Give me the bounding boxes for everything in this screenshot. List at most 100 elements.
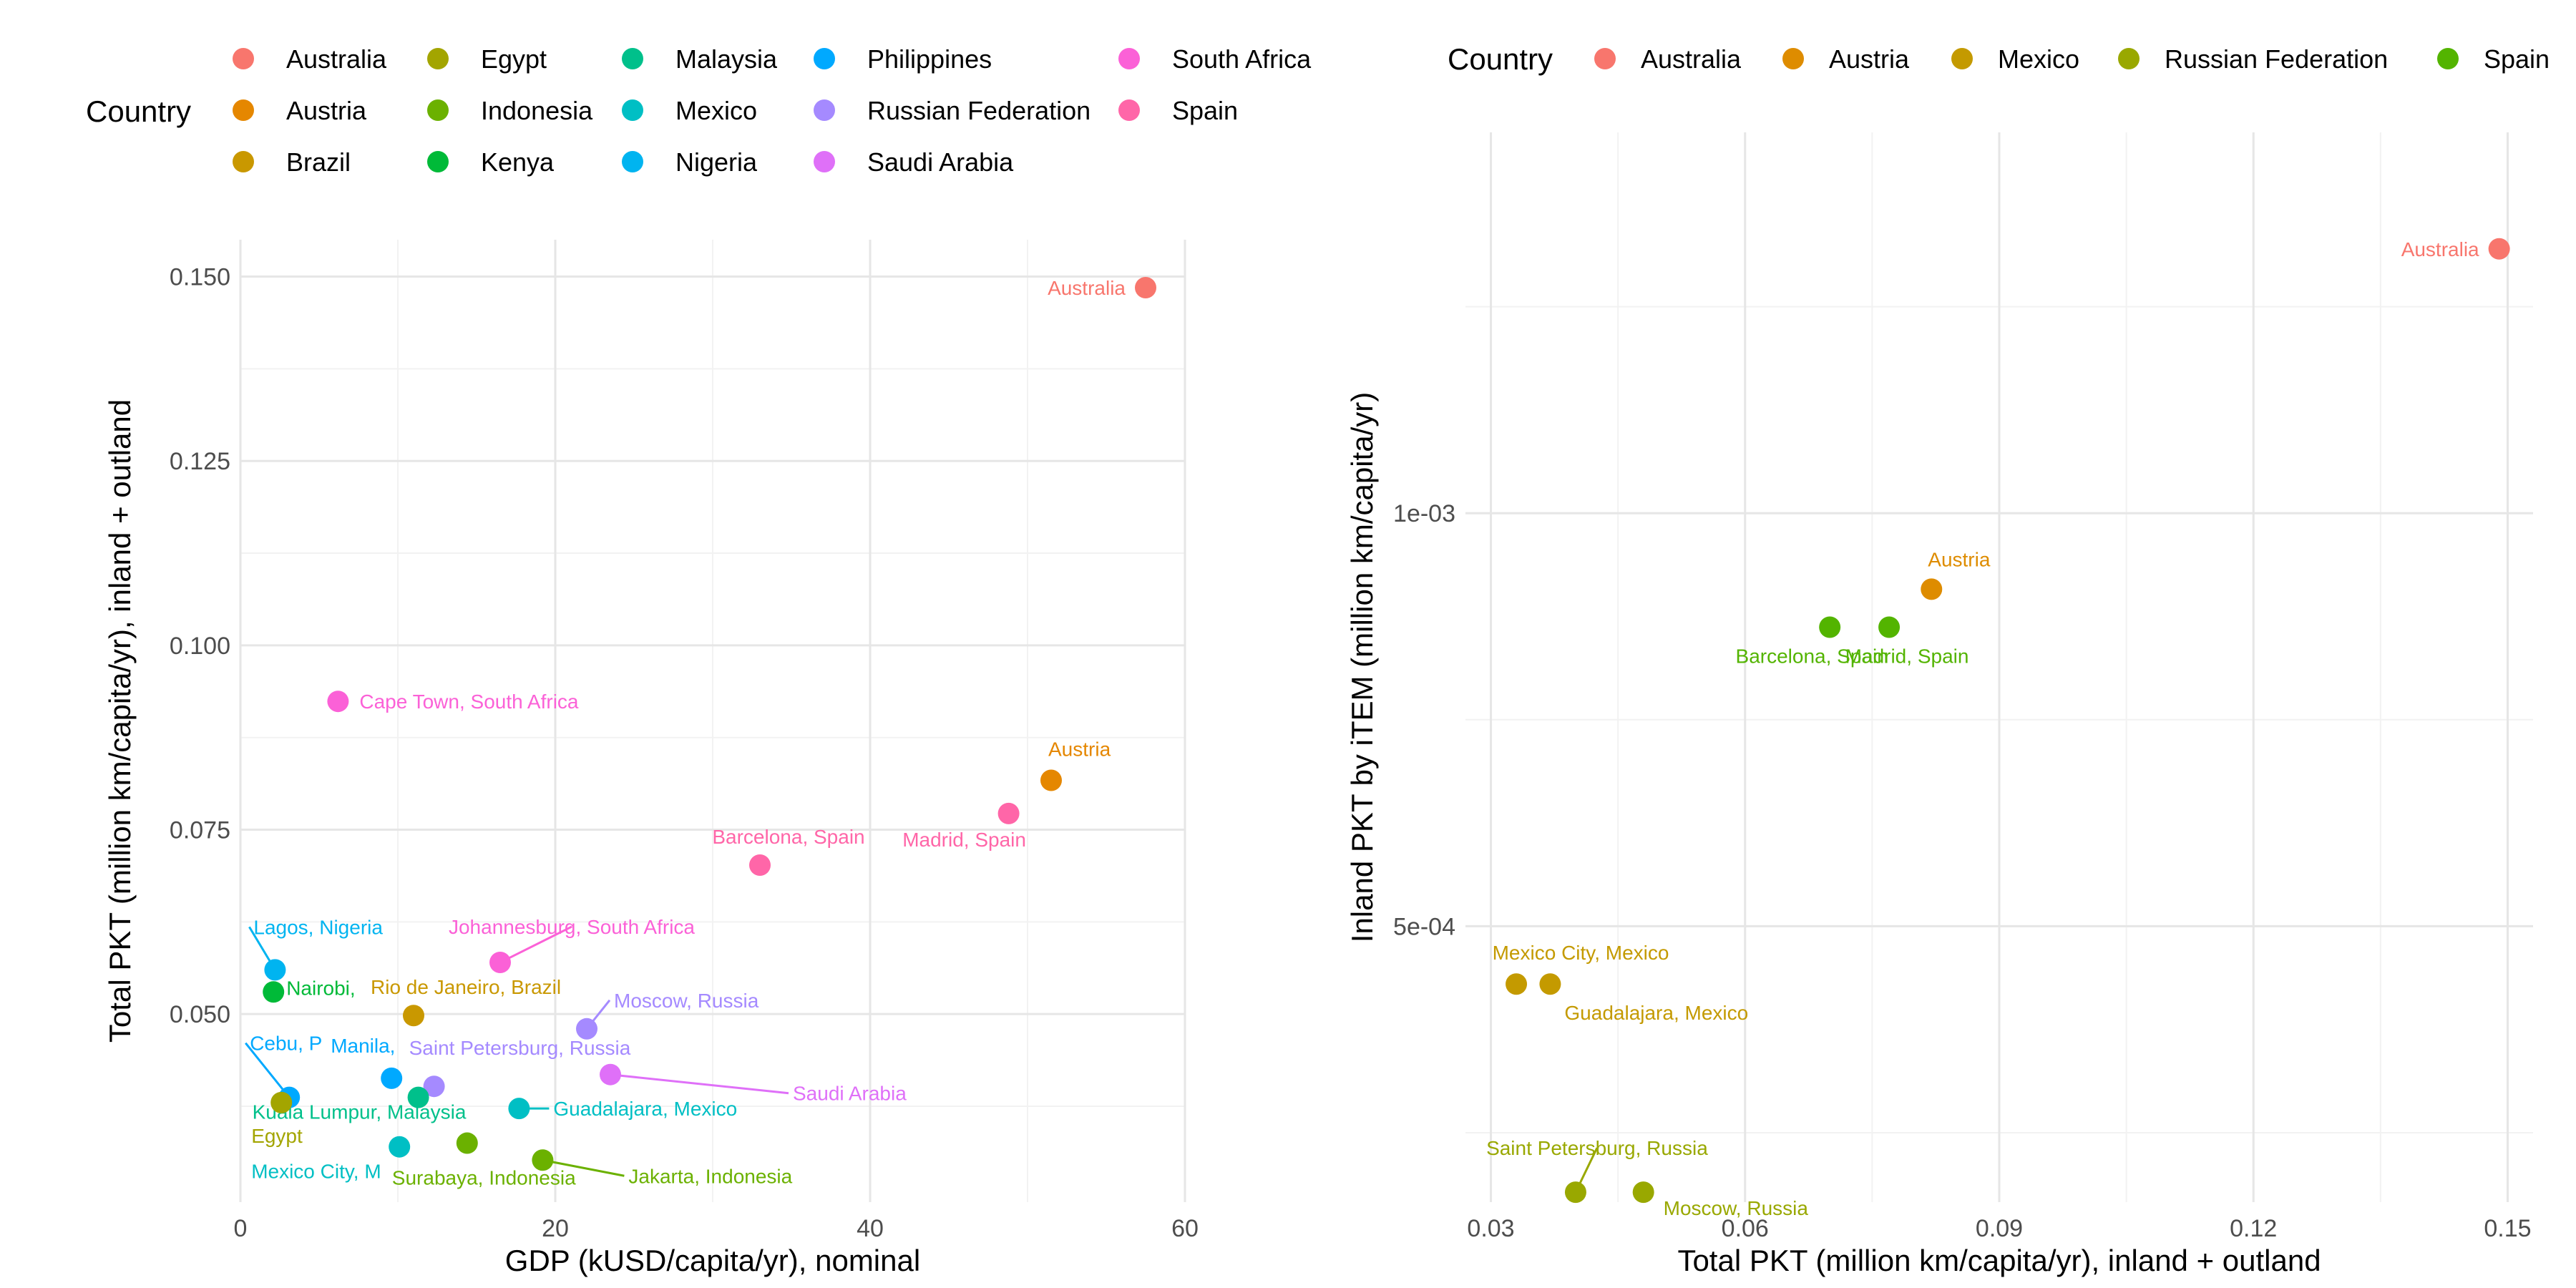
data-point-label: Cape Town, South Africa bbox=[359, 691, 579, 713]
legend-label: Egypt bbox=[481, 44, 547, 74]
data-point bbox=[749, 854, 771, 876]
data-point-label: Austria bbox=[1928, 548, 1991, 570]
x-tick-label: 60 bbox=[1171, 1215, 1199, 1242]
data-point-label: Mexico City, M bbox=[251, 1161, 381, 1183]
data-point bbox=[407, 1086, 429, 1108]
legend-key bbox=[814, 48, 835, 69]
legend-key bbox=[427, 151, 449, 172]
data-point-label: Madrid, Spain bbox=[902, 829, 1026, 851]
legend-key bbox=[233, 99, 254, 121]
data-point-label: Rio de Janeiro, Brazil bbox=[371, 976, 561, 998]
legend-label: Philippines bbox=[867, 44, 992, 74]
data-point bbox=[263, 981, 285, 1003]
data-point bbox=[327, 691, 349, 713]
legend-key bbox=[427, 99, 449, 121]
legend-label: Spain bbox=[1172, 96, 1238, 125]
left-scatter-panel: 0 20 40 60 0.050 0.075 0.100 0.125 0.150 GDP (kUS… bbox=[103, 240, 1199, 1277]
y-tick-label: 0.150 bbox=[170, 264, 230, 291]
data-point bbox=[456, 1132, 478, 1154]
legend-label: Austria bbox=[1829, 44, 1910, 74]
left-legend: Country Australia Austria Brazil Egypt Indone… bbox=[86, 44, 1312, 177]
data-point-label: Madrid, Spain bbox=[1845, 645, 1969, 668]
data-point bbox=[1878, 616, 1901, 638]
legend-key bbox=[233, 151, 254, 172]
legend-label: Nigeria bbox=[675, 147, 758, 177]
legend-key bbox=[814, 99, 835, 121]
x-tick-label: 0.15 bbox=[2484, 1215, 2531, 1242]
legend-key bbox=[1951, 48, 1973, 69]
label-leader-line bbox=[245, 1042, 291, 1098]
data-point bbox=[423, 1075, 445, 1098]
legend-label: Saudi Arabia bbox=[867, 147, 1014, 177]
data-point-label: Australia bbox=[1048, 277, 1126, 299]
data-point-label: Jakarta, Indonesia bbox=[628, 1165, 792, 1187]
data-point bbox=[1819, 616, 1841, 638]
y-tick-label: 0.075 bbox=[170, 817, 230, 844]
legend-label: Spain bbox=[2484, 44, 2550, 74]
right-legend: Country Australia Austria Mexico Russian Fed… bbox=[1448, 42, 2550, 76]
legend-label: Mexico bbox=[675, 96, 757, 125]
data-point-label: Surabaya, Indonesia bbox=[392, 1167, 576, 1189]
data-point-label: Saudi Arabia bbox=[793, 1083, 907, 1105]
data-point-label: Austria bbox=[1048, 738, 1111, 760]
x-axis-title: Total PKT (million km/capita/yr), inland… bbox=[1677, 1244, 2321, 1277]
data-point-label: Barcelona, Spain bbox=[1736, 645, 1888, 668]
legend-title: Country bbox=[86, 94, 191, 128]
data-point-label: Saint Petersburg, Russia bbox=[409, 1037, 631, 1059]
data-point bbox=[489, 952, 511, 974]
legend-label: Kenya bbox=[481, 147, 555, 177]
x-tick-label: 0.06 bbox=[1722, 1215, 1769, 1242]
legend-key bbox=[1118, 99, 1140, 121]
data-point-label: Lagos, Nigeria bbox=[253, 916, 383, 938]
legend-key bbox=[427, 48, 449, 69]
data-point bbox=[381, 1067, 403, 1089]
data-point bbox=[1539, 973, 1561, 995]
data-point bbox=[2488, 238, 2510, 260]
x-tick-label: 0.09 bbox=[1976, 1215, 2023, 1242]
data-point bbox=[508, 1098, 530, 1120]
data-point bbox=[1564, 1181, 1586, 1204]
y-tick-label: 5e-04 bbox=[1393, 913, 1455, 940]
legend-key bbox=[622, 151, 643, 172]
legend-label: Australia bbox=[1641, 44, 1742, 74]
data-point bbox=[403, 1005, 424, 1027]
data-point-label: Barcelona, Spain bbox=[712, 826, 864, 848]
x-tick-label: 0.03 bbox=[1467, 1215, 1514, 1242]
label-leader-line bbox=[542, 1158, 625, 1177]
gridlines bbox=[1465, 132, 2533, 1202]
legend-key bbox=[622, 48, 643, 69]
data-point-label: Australia bbox=[2401, 238, 2479, 260]
data-point bbox=[576, 1018, 597, 1040]
legend-label: Russian Federation bbox=[2165, 44, 2388, 74]
data-point-label: Guadalajara, Mexico bbox=[1564, 1002, 1748, 1024]
data-point-label: Moscow, Russia bbox=[614, 990, 759, 1012]
legend-key bbox=[2437, 48, 2459, 69]
label-leader-line bbox=[610, 1073, 789, 1095]
legend-label: Mexico bbox=[1998, 44, 2079, 74]
data-point-label: Mexico City, Mexico bbox=[1493, 942, 1669, 964]
data-point bbox=[270, 1091, 293, 1113]
data-point bbox=[389, 1136, 411, 1158]
x-axis-title: GDP (kUSD/capita/yr), nominal bbox=[505, 1244, 920, 1277]
data-point-label: Moscow, Russia bbox=[1664, 1197, 1809, 1219]
y-tick-label: 1e-03 bbox=[1393, 500, 1455, 527]
data-point bbox=[264, 959, 286, 981]
x-tick-label: 0 bbox=[234, 1215, 248, 1242]
label-leader-line bbox=[499, 925, 572, 964]
legend-key bbox=[1118, 48, 1140, 69]
legend-key bbox=[1594, 48, 1616, 69]
data-point-label: Manila, bbox=[331, 1035, 395, 1057]
legend-key bbox=[814, 151, 835, 172]
y-tick-label: 0.100 bbox=[170, 633, 230, 660]
data-point bbox=[532, 1149, 554, 1171]
y-axis-title: Inland PKT by iTEM (million km/capita/yr… bbox=[1345, 392, 1379, 942]
data-point bbox=[1632, 1181, 1654, 1204]
x-tick-label: 40 bbox=[857, 1215, 884, 1242]
y-tick-label: 0.125 bbox=[170, 448, 230, 475]
legend-label: Russian Federation bbox=[867, 96, 1091, 125]
legend-key bbox=[622, 99, 643, 121]
data-point-label: Egypt bbox=[251, 1125, 303, 1147]
data-point-label: Nairobi, bbox=[286, 977, 355, 999]
legend-label: Malaysia bbox=[675, 44, 778, 74]
